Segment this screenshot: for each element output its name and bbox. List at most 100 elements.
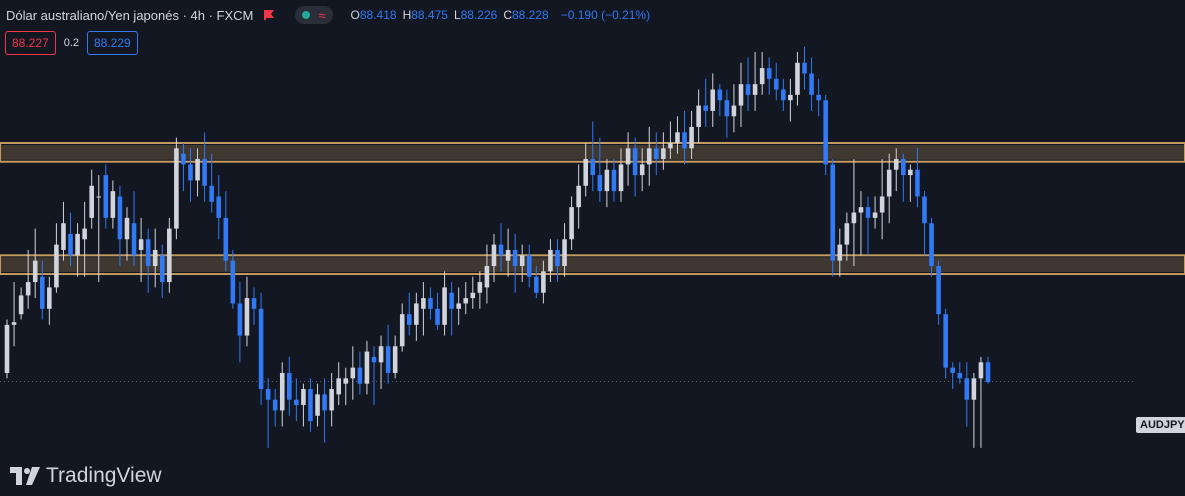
candle-body — [287, 372, 292, 400]
candle-body — [308, 389, 313, 422]
candle-body — [872, 212, 878, 218]
candle-body — [526, 255, 532, 277]
candle-body — [731, 105, 737, 117]
candle-body — [406, 314, 412, 325]
candle-body — [301, 389, 306, 406]
candle-body — [964, 378, 970, 400]
candle-body — [675, 132, 680, 143]
candle-body — [237, 303, 243, 336]
candle-body — [823, 100, 828, 165]
candle-body — [915, 169, 920, 197]
candle-body — [710, 89, 716, 111]
candle-body — [25, 282, 31, 296]
candle-body — [4, 324, 10, 373]
candle-body — [470, 292, 476, 299]
candle-body — [908, 169, 913, 176]
candle-body — [54, 244, 59, 288]
candle-body — [668, 142, 673, 149]
candle-body — [117, 196, 123, 240]
candle-body — [68, 233, 73, 256]
candle-body — [505, 249, 511, 261]
candle-body — [978, 362, 984, 379]
candle-body — [781, 89, 786, 101]
candle-body — [152, 249, 158, 267]
candle-body — [294, 399, 299, 406]
open-label: O — [350, 8, 360, 22]
candle-body — [865, 207, 871, 218]
candle-body — [195, 159, 200, 181]
market-status[interactable]: ≈ — [295, 6, 333, 24]
candle-body — [131, 223, 137, 256]
candle-body — [336, 378, 341, 395]
candle-body — [837, 244, 843, 261]
candle-body — [682, 132, 687, 149]
sell-button[interactable]: 88.227 — [5, 31, 56, 55]
candle-body — [223, 217, 229, 261]
candle-body — [759, 68, 765, 85]
candle-body — [985, 362, 991, 383]
candle-body — [745, 84, 751, 95]
spread-value: 0.2 — [63, 37, 79, 49]
candle-body — [279, 372, 285, 411]
candle-body — [421, 298, 426, 309]
candle-body — [498, 244, 504, 256]
candle-body — [886, 169, 892, 197]
candle-body — [851, 212, 857, 224]
candle-body — [272, 399, 278, 411]
candle-body — [364, 351, 370, 384]
candle-body — [893, 159, 899, 170]
candle-body — [322, 394, 327, 411]
candle-body — [385, 346, 391, 373]
flag-icon[interactable] — [263, 9, 275, 21]
candle-body — [124, 217, 130, 240]
candle-body — [11, 322, 17, 325]
candle-body — [89, 185, 94, 218]
candle-body — [611, 169, 617, 192]
open-value: 88.418 — [359, 8, 397, 22]
candle-body — [555, 249, 560, 267]
candle-body — [258, 308, 264, 390]
symbol-title[interactable]: Dólar australiano/Yen japonés · 4h · FXC… — [6, 7, 254, 23]
candle-body — [646, 148, 652, 165]
change-value: −0.190 (−0.21%) — [560, 8, 651, 22]
candle-body — [604, 169, 610, 192]
buy-button[interactable]: 88.229 — [87, 31, 138, 55]
logo-text: TradingView — [46, 464, 162, 487]
candle-body — [343, 378, 349, 384]
candle-body — [442, 287, 447, 325]
candle-body — [858, 207, 864, 213]
tradingview-logo[interactable]: TradingView — [10, 464, 162, 488]
candle-body — [738, 84, 744, 106]
candle-body — [830, 164, 836, 261]
candle-body — [766, 68, 772, 79]
candle-body — [399, 314, 405, 347]
candle-body — [590, 159, 596, 176]
candle-body — [971, 378, 977, 400]
candle-body — [816, 94, 821, 101]
resistance-zone-1 — [0, 254, 1185, 276]
candle-body — [47, 287, 52, 309]
candle-body — [661, 148, 666, 160]
candle-body — [414, 303, 419, 325]
candle-body — [583, 159, 589, 186]
candle-body — [752, 84, 758, 95]
candle-body — [428, 298, 433, 309]
candle-body — [251, 298, 257, 309]
candle-body — [145, 239, 151, 267]
candle-body — [625, 148, 631, 165]
market-status-dot-icon — [302, 11, 311, 19]
chart-header: Dólar australiano/Yen japonés · 4h · FXC… — [6, 5, 650, 25]
candle-body — [618, 164, 624, 192]
candle-body — [244, 298, 250, 336]
candle-body — [795, 62, 800, 95]
candle-body — [350, 367, 356, 379]
candle-body — [491, 244, 497, 267]
candle-body — [548, 249, 553, 272]
candle-body — [82, 228, 87, 240]
candle-body — [110, 191, 116, 218]
candle-body — [463, 298, 469, 304]
candle-body — [96, 196, 102, 198]
candle-body — [950, 367, 956, 373]
close-label: C — [503, 8, 512, 22]
